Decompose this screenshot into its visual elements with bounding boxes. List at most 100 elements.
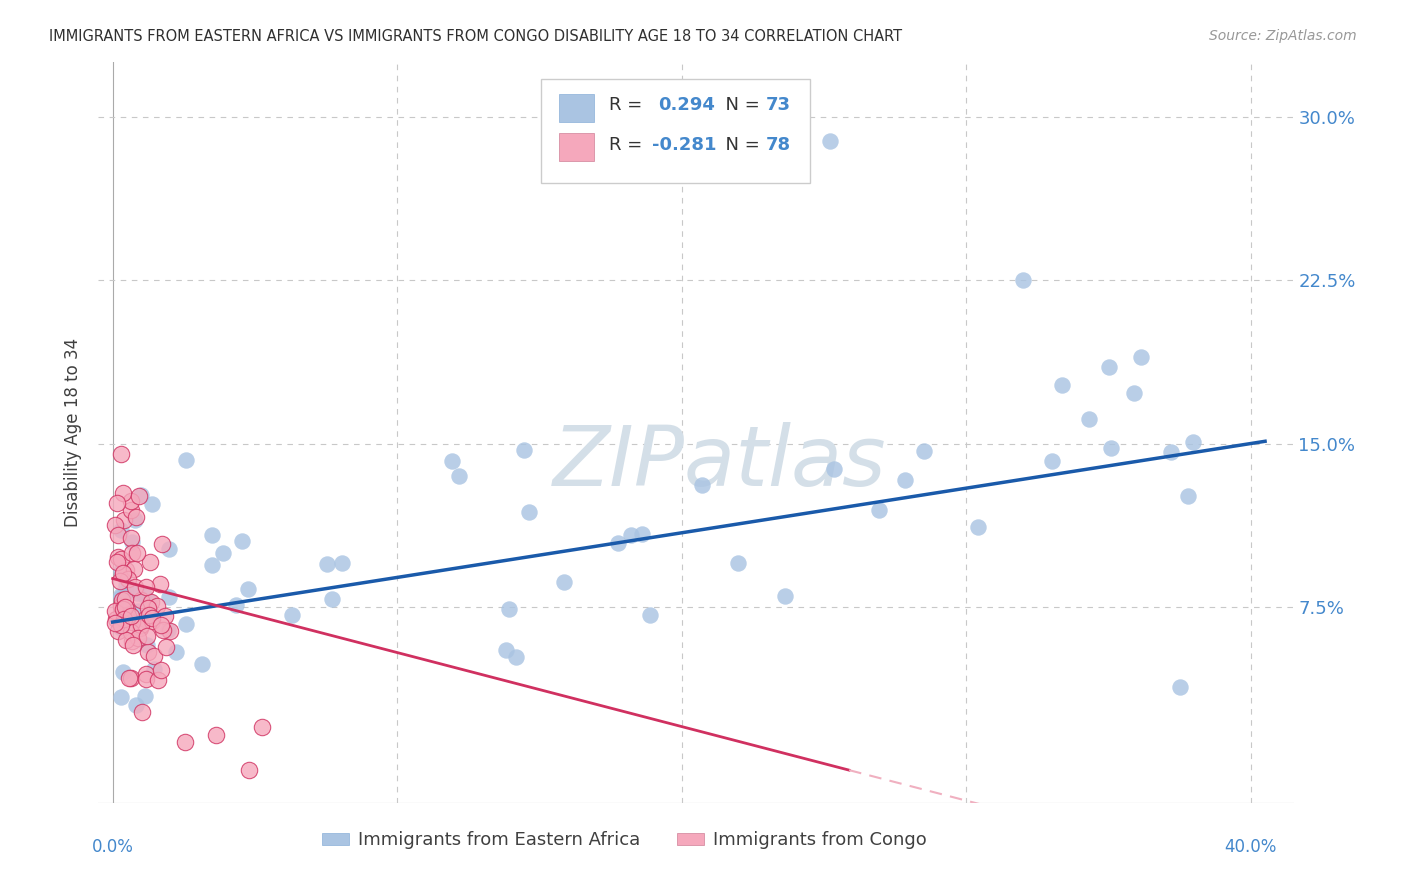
Point (121, 634, 143, 648)
Point (111, 486, 134, 500)
Point (138, 645, 160, 659)
Point (105, 555, 128, 569)
Point (630, 527, 652, 541)
Point (136, 629, 159, 643)
Point (150, 537, 173, 551)
Point (110, 588, 132, 602)
Point (159, 624, 181, 638)
Point (111, 566, 134, 581)
FancyBboxPatch shape (541, 79, 810, 183)
Point (129, 593, 152, 607)
Point (1177, 489, 1199, 503)
Point (121, 615, 143, 630)
Point (124, 561, 146, 575)
Point (114, 600, 136, 615)
Point (127, 632, 149, 646)
Point (110, 621, 132, 635)
Point (112, 601, 135, 615)
Point (120, 503, 142, 517)
Point (1099, 441, 1122, 455)
Text: ZIPatlas: ZIPatlas (553, 422, 887, 503)
Point (149, 663, 172, 677)
Point (111, 609, 134, 624)
Point (115, 578, 138, 592)
Point (638, 607, 661, 622)
Y-axis label: Disability Age 18 to 34: Disability Age 18 to 34 (65, 338, 83, 527)
Point (117, 573, 139, 587)
Point (440, 454, 463, 468)
Point (135, 580, 157, 594)
Point (149, 617, 172, 632)
Point (238, 763, 260, 777)
Point (174, 617, 197, 632)
Point (110, 564, 132, 578)
Text: 0.0%: 0.0% (91, 838, 134, 855)
Point (155, 640, 177, 654)
Point (118, 671, 141, 685)
Point (823, 461, 845, 475)
Point (129, 488, 152, 502)
Point (138, 593, 160, 607)
Point (136, 600, 159, 615)
Point (204, 728, 226, 742)
Point (200, 558, 222, 572)
Point (135, 672, 157, 686)
Point (174, 735, 197, 749)
Point (111, 593, 134, 607)
Point (110, 523, 132, 537)
Point (620, 527, 643, 541)
Point (495, 643, 517, 657)
Point (120, 493, 142, 508)
Point (114, 583, 136, 598)
Point (110, 574, 132, 588)
Point (142, 649, 165, 664)
Point (868, 503, 890, 517)
Point (104, 604, 127, 618)
Point (894, 473, 917, 487)
Point (114, 607, 136, 622)
Point (157, 624, 180, 638)
Point (124, 580, 146, 594)
Point (165, 645, 187, 659)
Point (134, 612, 156, 626)
Point (512, 442, 534, 457)
Point (1012, 273, 1035, 287)
Text: 78: 78 (765, 136, 790, 154)
Point (104, 612, 127, 626)
Point (330, 556, 353, 570)
Point (316, 558, 339, 572)
Point (125, 546, 148, 560)
Point (141, 497, 163, 511)
Point (121, 638, 143, 652)
Point (112, 566, 135, 581)
Point (225, 598, 247, 612)
Point (110, 599, 132, 613)
Point (201, 528, 224, 542)
Point (1130, 350, 1153, 364)
Point (280, 607, 302, 622)
Point (112, 513, 135, 527)
Point (157, 591, 180, 605)
Point (149, 577, 172, 591)
Point (155, 608, 177, 623)
Point (135, 667, 157, 681)
Point (125, 509, 148, 524)
Point (146, 673, 169, 687)
Point (128, 621, 150, 635)
Point (121, 535, 143, 549)
Point (121, 546, 143, 560)
Point (120, 625, 142, 640)
Point (127, 586, 149, 600)
Point (120, 672, 142, 686)
Bar (558, 133, 595, 161)
Point (138, 607, 160, 622)
Point (104, 616, 127, 631)
Point (321, 591, 343, 606)
Point (124, 512, 146, 526)
Point (107, 624, 129, 638)
Point (157, 541, 180, 556)
Point (141, 611, 163, 625)
Point (1168, 681, 1191, 695)
Point (146, 599, 169, 614)
Point (139, 555, 162, 569)
